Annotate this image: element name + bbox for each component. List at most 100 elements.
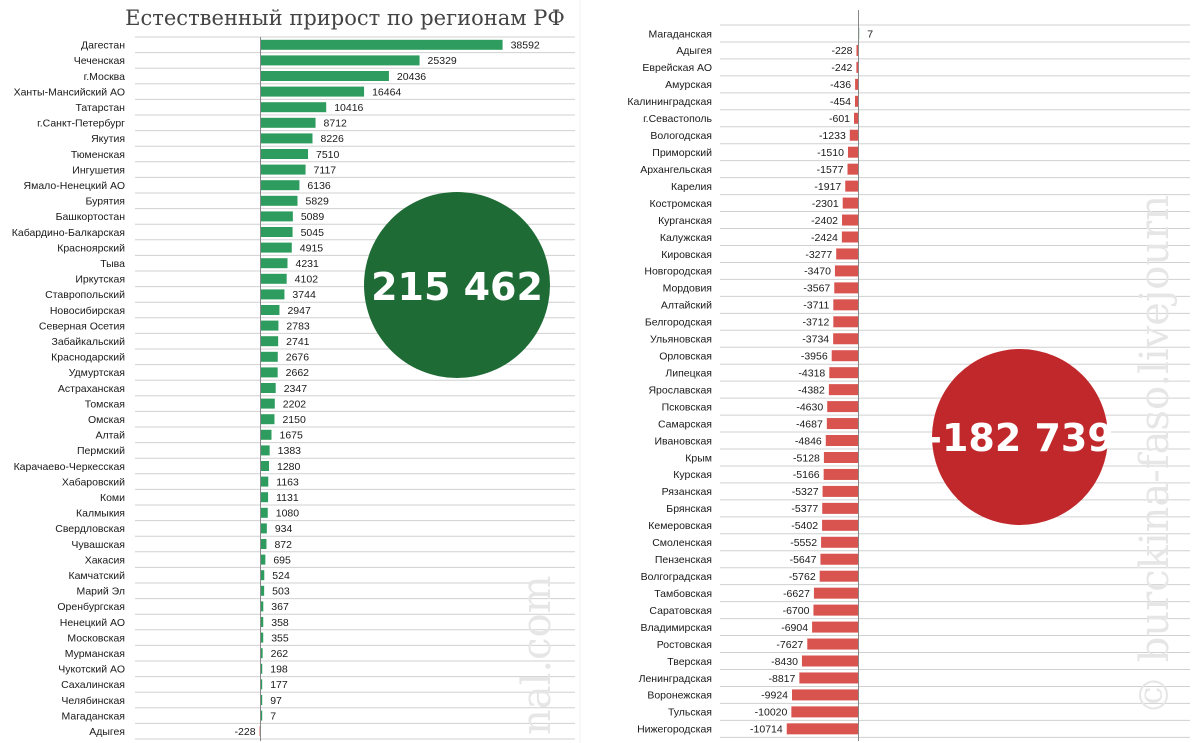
- category-label: Магаданская: [61, 710, 125, 722]
- left-chart-category-labels: Дагестан Чеченская г.Москва Ханты-Мансийски…: [12, 40, 125, 738]
- category-label: Краснодарский: [51, 352, 125, 364]
- category-label: Еврейская АО: [642, 62, 712, 74]
- category-label: Калужская: [660, 232, 712, 244]
- data-label: -8817: [769, 673, 796, 685]
- bar: [845, 180, 858, 192]
- category-label: Тамбовская: [654, 588, 712, 600]
- data-label: 1163: [276, 476, 299, 488]
- data-label: -6627: [783, 588, 810, 600]
- bar: [261, 398, 275, 409]
- data-label: -454: [830, 96, 851, 108]
- bar: [261, 507, 268, 518]
- data-label: 7: [270, 710, 276, 722]
- category-label: г.Санкт-Петербург: [37, 118, 125, 130]
- category-label: Ненецкий АО: [60, 617, 125, 629]
- category-label: Мордовия: [663, 283, 712, 295]
- bar: [261, 102, 327, 113]
- bar: [827, 401, 858, 413]
- category-label: Владимирская: [641, 622, 713, 634]
- data-label: 262: [271, 648, 289, 660]
- data-label: -1577: [817, 164, 844, 176]
- category-label: Магаданская: [648, 28, 712, 40]
- category-label: Орловская: [659, 351, 712, 363]
- bar: [261, 429, 272, 440]
- data-label: 3744: [292, 289, 316, 301]
- data-label: -5552: [790, 537, 817, 549]
- category-label: Челябинская: [61, 695, 125, 707]
- left-chart-panel: Естественный прирост по регионам РФ nal.…: [12, 6, 575, 741]
- category-label: Удмуртская: [69, 367, 125, 379]
- category-label: Ярославская: [648, 384, 712, 396]
- data-label: 1080: [276, 508, 300, 520]
- left-chart-data-labels: 3859225329204361646410416871282267510711…: [235, 40, 540, 738]
- right-total-circle: [932, 349, 1108, 525]
- bar: [786, 723, 858, 735]
- category-label: Якутия: [91, 133, 125, 145]
- category-label: Кабардино-Балкарская: [12, 227, 125, 239]
- bar: [261, 320, 279, 331]
- right-chart-category-labels: Магаданская Адыгея Еврейская АО Амурская Кал…: [627, 28, 712, 735]
- data-label: 5089: [301, 211, 325, 223]
- category-label: Иркутская: [75, 274, 125, 286]
- data-label: 16464: [372, 86, 401, 98]
- category-label: Ленинградская: [639, 673, 712, 685]
- category-label: Московская: [67, 632, 125, 644]
- bar: [261, 695, 263, 705]
- category-label: Ростовская: [657, 639, 712, 651]
- bar: [261, 195, 298, 206]
- category-label: Бурятия: [85, 196, 125, 208]
- left-total-circle: [364, 192, 550, 378]
- category-label: Приморский: [652, 147, 712, 159]
- data-label: -3734: [802, 334, 829, 346]
- data-label: -4318: [798, 367, 825, 379]
- data-label: 2150: [282, 414, 306, 426]
- data-label: -4687: [796, 418, 823, 430]
- bar: [261, 227, 293, 237]
- data-label: 20436: [397, 71, 426, 83]
- category-label: Северная Осетия: [39, 320, 125, 332]
- bar: [812, 621, 858, 633]
- data-label: 97: [270, 695, 282, 707]
- bar: [261, 180, 300, 191]
- data-label: -601: [829, 113, 850, 125]
- right-chart-data-labels: 7 -228 -242 -436 -454 -601 -1233 -1510 -1577 -191…: [750, 28, 873, 735]
- bar: [261, 539, 267, 549]
- bar: [823, 468, 858, 480]
- category-label: Адыгея: [89, 726, 125, 738]
- bar: [834, 265, 858, 277]
- category-label: Ингушетия: [72, 164, 125, 176]
- data-label: 4915: [300, 242, 324, 254]
- category-label: Ульяновская: [650, 334, 712, 346]
- bar: [261, 663, 263, 674]
- data-label: 2741: [286, 336, 310, 348]
- data-label: 524: [272, 570, 290, 582]
- data-label: -5377: [791, 503, 818, 515]
- bar: [822, 519, 858, 531]
- data-label: 10416: [334, 102, 363, 114]
- category-label: Костромская: [649, 198, 712, 210]
- data-label: -2424: [811, 232, 838, 244]
- data-label: 1383: [278, 445, 302, 457]
- category-label: Амурская: [665, 79, 712, 91]
- category-label: Карелия: [671, 181, 712, 193]
- data-label: 6136: [307, 180, 331, 192]
- data-label: -3712: [802, 317, 829, 329]
- category-label: Калининградская: [627, 96, 712, 108]
- data-label: -1233: [819, 130, 846, 142]
- bar: [261, 86, 365, 97]
- bar: [849, 129, 858, 141]
- category-label: Тыва: [100, 258, 125, 270]
- data-label: -5402: [791, 520, 818, 532]
- category-label: Хабаровский: [62, 476, 125, 488]
- category-label: Алтайский: [661, 300, 712, 312]
- data-label: 2202: [283, 398, 307, 410]
- data-label: -6700: [783, 605, 810, 617]
- bar: [836, 248, 858, 260]
- right-chart-gridlines: [720, 24, 1190, 738]
- bar: [261, 710, 263, 721]
- bar: [833, 299, 858, 311]
- bar: [829, 367, 858, 379]
- data-label: -5327: [792, 486, 819, 498]
- bar: [261, 242, 292, 253]
- bar: [261, 492, 269, 503]
